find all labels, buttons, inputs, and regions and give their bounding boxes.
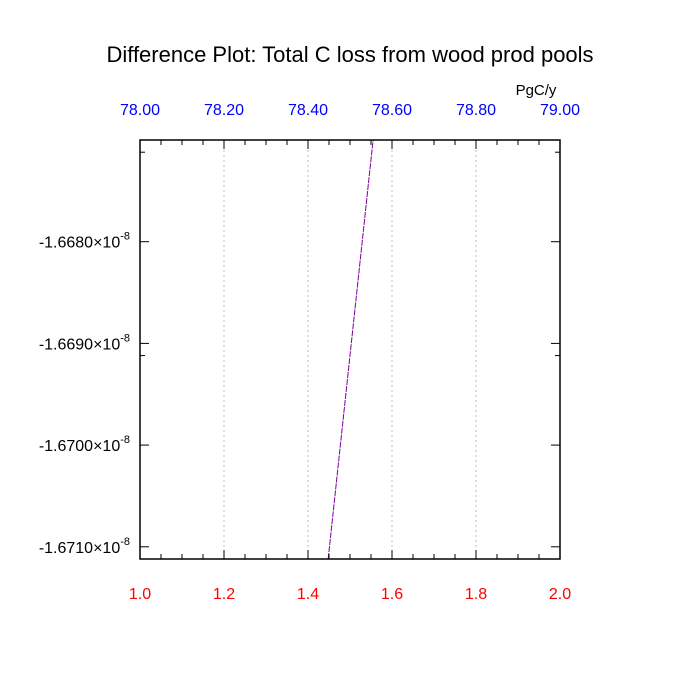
- y-tick-label: -1.6700×10-8: [39, 434, 130, 455]
- x-top-tick-label: 78.00: [120, 102, 160, 119]
- plot-frame: [139, 139, 561, 560]
- x-bottom-tick-label: 1.2: [213, 586, 235, 603]
- x-bottom-tick-label: 1.0: [129, 586, 151, 603]
- series-line: [327, 139, 374, 560]
- units-label: PgC/y: [516, 82, 557, 99]
- x-top-tick-label: 78.80: [456, 102, 496, 119]
- x-bottom-tick-label: 1.6: [381, 586, 403, 603]
- x-top-tick-label: 78.60: [372, 102, 412, 119]
- series-layer: [327, 139, 374, 560]
- grid-layer: [223, 140, 477, 559]
- chart-title: Difference Plot: Total C loss from wood …: [106, 42, 593, 67]
- y-tick-label: -1.6710×10-8: [39, 536, 130, 557]
- y-tick-label: -1.6690×10-8: [39, 332, 130, 353]
- y-tick-label: -1.6680×10-8: [39, 231, 130, 252]
- x-top-tick-label: 78.20: [204, 102, 244, 119]
- x-bottom-tick-label: 1.8: [465, 586, 487, 603]
- x-top-tick-label: 78.40: [288, 102, 328, 119]
- labels-layer: 1.0 1.2 1.4 1.6 1.8 2.0 78.00 78.20 78.40 78.60 78…: [39, 102, 580, 603]
- x-bottom-tick-label: 2.0: [549, 586, 571, 603]
- ticks-layer: [139, 140, 561, 560]
- x-bottom-tick-label: 1.4: [297, 586, 319, 603]
- x-top-tick-label: 79.00: [540, 102, 580, 119]
